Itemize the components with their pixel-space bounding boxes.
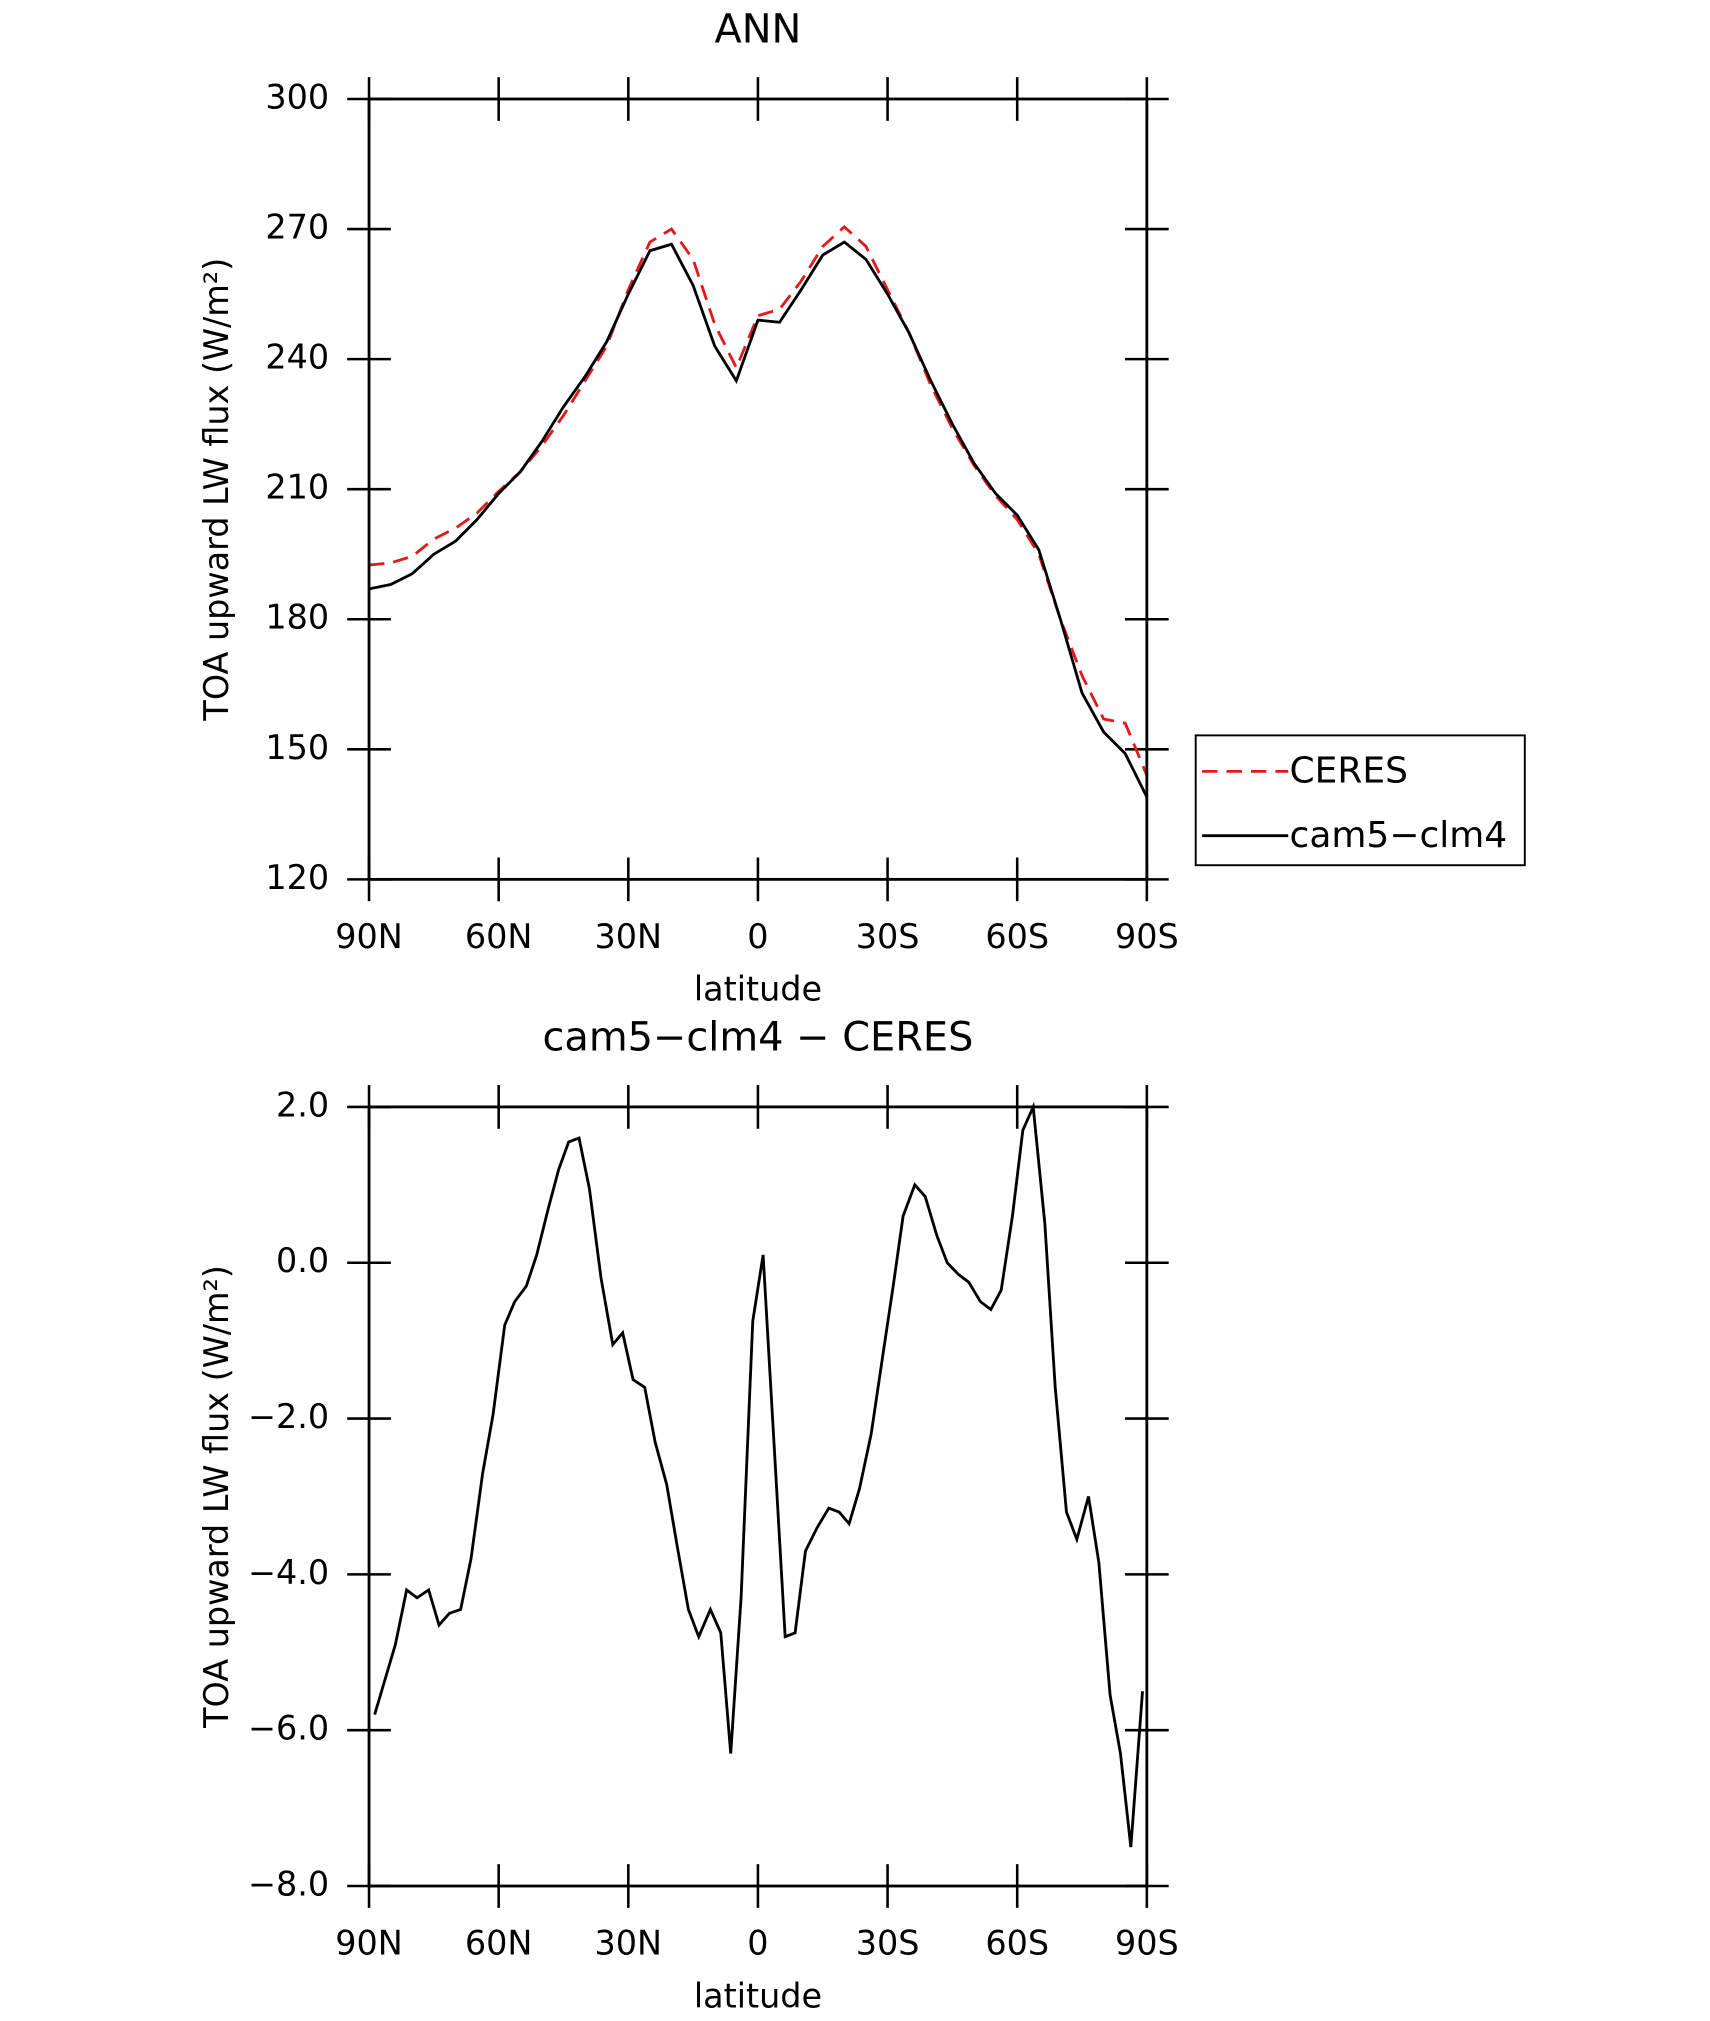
x-tick-label: 90S [1115, 1924, 1179, 1963]
x-tick-label: 90S [1115, 917, 1179, 956]
y-axis-label: TOA upward LW flux (W/m²) [197, 258, 236, 722]
y-tick-label: 210 [265, 468, 329, 507]
data-line [373, 1101, 1144, 1848]
data-line [368, 224, 1149, 776]
x-tick-label: 60N [465, 1924, 533, 1963]
legend-label: cam5−clm4 [1290, 815, 1508, 856]
legend-box [1194, 734, 1526, 867]
y-tick-label: 270 [265, 208, 329, 247]
y-tick-label: −4.0 [248, 1553, 329, 1592]
x-axis-label: latitude [694, 970, 822, 1009]
x-tick-label: 30N [595, 917, 663, 956]
legend-label: CERES [1290, 751, 1408, 792]
x-tick-label: 30S [856, 917, 920, 956]
chart-title: cam5−clm4 − CERES [542, 1015, 973, 1061]
y-tick-label: −2.0 [248, 1397, 329, 1436]
y-tick-label: −6.0 [248, 1709, 329, 1748]
x-tick-label: 90N [335, 1924, 403, 1963]
x-tick-label: 60N [465, 917, 533, 956]
y-tick-label: 180 [265, 598, 329, 637]
x-tick-label: 90N [335, 917, 403, 956]
x-tick-label: 30S [856, 1924, 920, 1963]
x-axis-label: latitude [694, 1976, 822, 2015]
y-tick-label: 0.0 [276, 1241, 329, 1280]
y-tick-label: 150 [265, 728, 329, 767]
y-tick-label: 300 [265, 77, 329, 116]
y-tick-label: 240 [265, 338, 329, 377]
x-tick-label: 0 [747, 917, 768, 956]
plot-frame [367, 1105, 1149, 1888]
y-axis-label: TOA upward LW flux (W/m²) [197, 1265, 236, 1729]
y-tick-label: 2.0 [276, 1085, 329, 1124]
x-tick-label: 30N [595, 1924, 663, 1963]
x-tick-label: 60S [985, 917, 1049, 956]
x-tick-label: 60S [985, 1924, 1049, 1963]
chart-title: ANN [714, 7, 801, 53]
y-tick-label: −8.0 [248, 1865, 329, 1904]
y-tick-label: 120 [265, 858, 329, 897]
x-tick-label: 0 [747, 1924, 768, 1963]
plot-frame [367, 97, 1149, 881]
data-line [368, 240, 1149, 798]
